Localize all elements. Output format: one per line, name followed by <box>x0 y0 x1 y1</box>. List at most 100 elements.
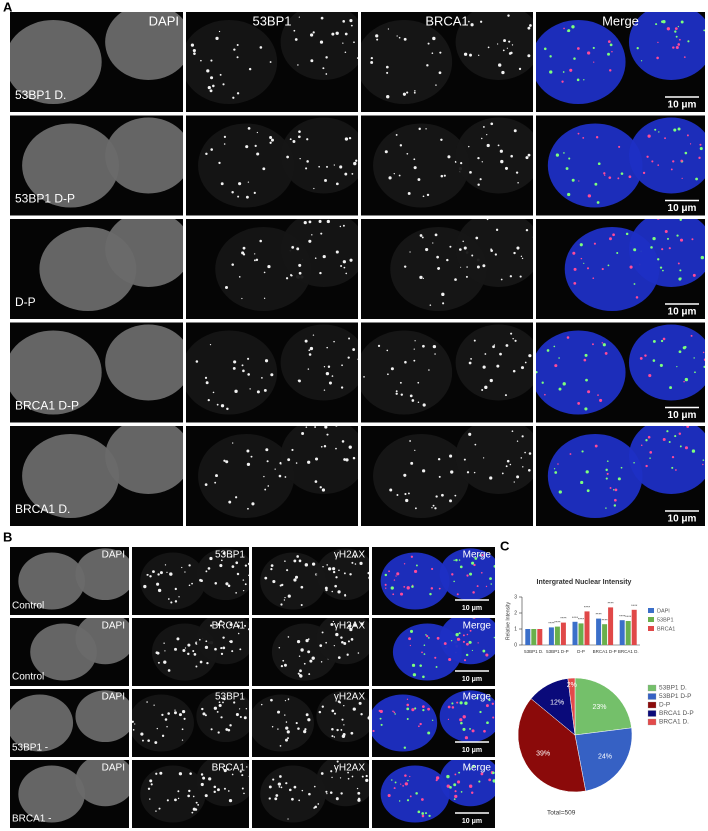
focus <box>465 653 469 657</box>
focus <box>395 133 398 136</box>
nucleus <box>547 434 643 518</box>
focus <box>370 56 373 60</box>
focus <box>341 440 345 443</box>
focus <box>587 51 591 55</box>
focus <box>193 52 196 55</box>
focus <box>645 464 648 468</box>
focus <box>239 648 242 651</box>
focus <box>284 596 286 599</box>
focus <box>174 587 177 591</box>
channel-label: DAPI <box>149 13 179 28</box>
focus <box>238 275 241 278</box>
focus <box>314 426 317 428</box>
focus <box>650 246 653 249</box>
focus <box>681 177 683 179</box>
nucleus <box>196 690 249 743</box>
focus <box>605 477 608 480</box>
focus <box>703 358 705 361</box>
nucleus <box>105 12 183 80</box>
focus <box>345 272 348 275</box>
focus <box>229 640 231 643</box>
focus <box>646 155 649 158</box>
focus <box>214 481 217 484</box>
focus <box>388 570 391 573</box>
y-tick-label: 3 <box>514 594 517 600</box>
focus <box>225 728 229 731</box>
focus <box>222 83 225 86</box>
focus <box>384 150 388 154</box>
focus <box>413 158 416 161</box>
focus <box>378 709 381 712</box>
focus <box>215 474 218 478</box>
focus <box>197 803 200 806</box>
focus <box>357 797 361 800</box>
focus <box>356 787 359 790</box>
pie-slice <box>567 677 576 736</box>
focus <box>349 627 353 632</box>
focus <box>453 559 455 561</box>
focus <box>233 701 236 704</box>
focus <box>264 488 267 491</box>
focus <box>312 31 315 34</box>
focus <box>216 710 219 713</box>
focus <box>469 727 471 730</box>
legend-swatch <box>648 626 654 631</box>
bar <box>608 607 614 645</box>
focus <box>210 148 213 151</box>
focus <box>674 27 678 31</box>
focus <box>679 238 684 242</box>
focus <box>675 7 678 10</box>
focus <box>403 746 407 749</box>
focus <box>164 564 167 566</box>
focus <box>323 444 327 448</box>
focus <box>342 260 346 264</box>
focus <box>325 371 330 376</box>
focus <box>399 144 403 147</box>
nucleus <box>455 426 533 494</box>
focus <box>295 462 298 464</box>
focus <box>428 637 430 639</box>
focus <box>247 562 249 566</box>
focus <box>244 564 248 567</box>
focus <box>409 251 411 253</box>
focus <box>607 40 611 44</box>
scale-bar-label: 10 μm <box>462 605 482 612</box>
focus <box>238 182 242 186</box>
focus <box>678 38 681 41</box>
focus <box>567 192 571 197</box>
focus <box>488 778 492 782</box>
focus <box>236 56 239 59</box>
slice-label: 23% <box>592 704 606 711</box>
legend-label: BRCA1 D-P <box>659 710 694 717</box>
focus <box>187 643 191 647</box>
focus <box>195 665 198 668</box>
focus <box>370 633 372 635</box>
focus <box>423 653 426 655</box>
focus <box>677 262 680 265</box>
bar <box>619 620 625 645</box>
focus <box>676 234 679 237</box>
focus <box>206 69 210 73</box>
focus <box>617 477 621 481</box>
focus <box>400 592 404 596</box>
focus <box>246 449 250 453</box>
scale-bar-label: 10 μm <box>462 747 482 754</box>
focus <box>345 458 349 462</box>
focus <box>311 656 315 660</box>
focus <box>282 659 285 662</box>
focus <box>424 812 428 815</box>
focus <box>232 366 236 370</box>
channel-label: Merge <box>602 13 639 28</box>
focus <box>232 442 234 444</box>
focus <box>167 669 171 672</box>
legend-label: 53BP1 D-P <box>659 693 692 700</box>
focus <box>451 702 454 705</box>
nucleus <box>280 324 358 401</box>
focus <box>147 739 150 742</box>
focus <box>309 346 314 351</box>
nucleus <box>547 123 643 208</box>
focus <box>218 30 221 33</box>
focus <box>505 344 509 347</box>
focus <box>497 144 500 147</box>
focus <box>189 772 192 775</box>
